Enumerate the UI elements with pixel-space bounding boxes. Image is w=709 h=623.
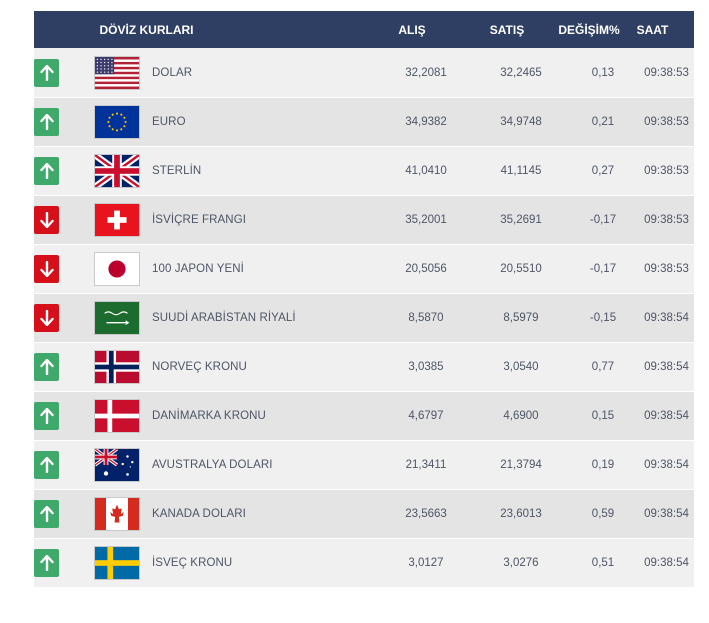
- update-time: 09:38:54: [644, 312, 689, 324]
- buy-rate: 41,0410: [405, 165, 447, 177]
- buy-rate: 23,5663: [405, 508, 447, 520]
- currency-name: KANADA DOLARI: [152, 508, 246, 520]
- sell-rate: 34,9748: [500, 116, 542, 128]
- arrow-up-icon: [34, 353, 59, 381]
- currency-name: NORVEÇ KRONU: [152, 361, 247, 373]
- sell-rate: 20,5510: [500, 263, 542, 275]
- arrow-up-icon: [34, 108, 59, 136]
- update-time: 09:38:54: [644, 410, 689, 422]
- buy-rate: 21,3411: [405, 459, 447, 471]
- change-percent: 0,27: [591, 165, 615, 177]
- arrow-up-icon: [34, 157, 59, 185]
- switzerland-flag-icon: [94, 203, 140, 237]
- currency-name: STERLİN: [152, 165, 202, 177]
- header-time: SAAT: [636, 22, 669, 37]
- currency-name: DOLAR: [152, 66, 193, 79]
- buy-rate: 35,2001: [405, 214, 447, 226]
- header-buy: ALIŞ: [398, 22, 426, 37]
- update-time: 09:38:53: [644, 116, 689, 128]
- sell-rate: 23,6013: [500, 508, 542, 520]
- update-time: 09:38:53: [644, 66, 689, 79]
- buy-rate: 20,5056: [405, 263, 447, 275]
- update-time: 09:38:53: [644, 214, 689, 226]
- update-time: 09:38:53: [644, 165, 689, 177]
- table-row[interactable]: SUUDİ ARABİSTAN RİYALİ 8,5870 8,5979 -0,…: [34, 293, 694, 342]
- currency-name: 100 JAPON YENİ: [152, 263, 244, 275]
- sell-rate: 21,3794: [500, 459, 542, 471]
- arrow-down-icon: [34, 255, 59, 283]
- table-row[interactable]: İSVİÇRE FRANGI 35,2001 35,2691 -0,17 09:…: [34, 195, 694, 244]
- sell-rate: 41,1145: [500, 165, 542, 177]
- change-percent: 0,21: [591, 116, 615, 128]
- header-change: DEĞİŞİM%: [558, 22, 620, 37]
- currency-name: İSVİÇRE FRANGI: [152, 214, 247, 226]
- currency-name: EURO: [152, 116, 186, 128]
- japan-flag-icon: [94, 252, 140, 286]
- update-time: 09:38:54: [644, 459, 689, 471]
- table-body: DOLAR 32,2081 32,2465 0,13 09:38:53 EURO…: [34, 48, 694, 587]
- buy-rate: 4,6797: [408, 410, 444, 422]
- update-time: 09:38:54: [644, 361, 689, 373]
- arrow-up-icon: [34, 402, 59, 430]
- eu-flag-icon: [94, 105, 140, 139]
- usa-flag-icon: [94, 55, 140, 90]
- table-row[interactable]: NORVEÇ KRONU 3,0385 3,0540 0,77 09:38:54: [34, 342, 694, 391]
- sell-rate: 32,2465: [500, 66, 542, 79]
- sell-rate: 3,0540: [503, 361, 539, 373]
- change-percent: -0,17: [589, 214, 617, 226]
- update-time: 09:38:53: [644, 263, 689, 275]
- arrow-up-icon: [34, 549, 59, 577]
- section-heading-partial: ....: [30, 606, 67, 623]
- change-percent: 0,19: [591, 459, 615, 471]
- buy-rate: 3,0127: [408, 557, 444, 569]
- uk-flag-icon: [94, 154, 140, 188]
- table-row[interactable]: STERLİN 41,0410 41,1145 0,27 09:38:53: [34, 146, 694, 195]
- arrow-up-icon: [34, 500, 59, 528]
- arrow-down-icon: [34, 206, 59, 234]
- update-time: 09:38:54: [644, 557, 689, 569]
- table-row[interactable]: AVUSTRALYA DOLARI 21,3411 21,3794 0,19 0…: [34, 440, 694, 489]
- table-row[interactable]: DANİMARKA KRONU 4,6797 4,6900 0,15 09:38…: [34, 391, 694, 440]
- table-header: DÖVİZ KURLARI ALIŞ SATIŞ DEĞİŞİM% SAAT: [34, 11, 694, 48]
- sell-rate: 8,5979: [503, 312, 539, 324]
- australia-flag-icon: [94, 448, 140, 482]
- sell-rate: 4,6900: [503, 410, 539, 422]
- currency-name: SUUDİ ARABİSTAN RİYALİ: [152, 312, 296, 324]
- change-percent: 0,51: [591, 557, 615, 569]
- sell-rate: 3,0276: [503, 557, 539, 569]
- header-name: DÖVİZ KURLARI: [99, 22, 194, 37]
- table-row[interactable]: 100 JAPON YENİ 20,5056 20,5510 -0,17 09:…: [34, 244, 694, 293]
- table-row[interactable]: EURO 34,9382 34,9748 0,21 09:38:53: [34, 97, 694, 146]
- buy-rate: 8,5870: [408, 312, 444, 324]
- table-row[interactable]: DOLAR 32,2081 32,2465 0,13 09:38:53: [34, 48, 694, 97]
- currency-table: DÖVİZ KURLARI ALIŞ SATIŞ DEĞİŞİM% SAAT D…: [34, 11, 694, 587]
- saudi-flag-icon: [94, 301, 140, 335]
- currency-name: DANİMARKA KRONU: [152, 410, 266, 422]
- table-row[interactable]: KANADA DOLARI 23,5663 23,6013 0,59 09:38…: [34, 489, 694, 538]
- change-percent: -0,17: [589, 263, 617, 275]
- arrow-down-icon: [34, 304, 59, 332]
- currency-name: AVUSTRALYA DOLARI: [152, 459, 273, 471]
- currency-name: İSVEÇ KRONU: [152, 557, 233, 569]
- buy-rate: 34,9382: [405, 116, 447, 128]
- buy-rate: 3,0385: [408, 361, 444, 373]
- arrow-up-icon: [34, 58, 59, 87]
- change-percent: 0,59: [591, 508, 615, 520]
- buy-rate: 32,2081: [405, 66, 447, 79]
- change-percent: 0,13: [591, 66, 615, 79]
- update-time: 09:38:54: [644, 508, 689, 520]
- norway-flag-icon: [94, 350, 140, 384]
- change-percent: -0,15: [589, 312, 617, 324]
- sell-rate: 35,2691: [500, 214, 542, 226]
- header-sell: SATIŞ: [489, 22, 525, 37]
- change-percent: 0,77: [591, 361, 615, 373]
- change-percent: 0,15: [591, 410, 615, 422]
- denmark-flag-icon: [94, 399, 140, 433]
- sweden-flag-icon: [94, 546, 140, 580]
- table-row[interactable]: İSVEÇ KRONU 3,0127 3,0276 0,51 09:38:54: [34, 538, 694, 587]
- arrow-up-icon: [34, 451, 59, 479]
- canada-flag-icon: [94, 497, 140, 531]
